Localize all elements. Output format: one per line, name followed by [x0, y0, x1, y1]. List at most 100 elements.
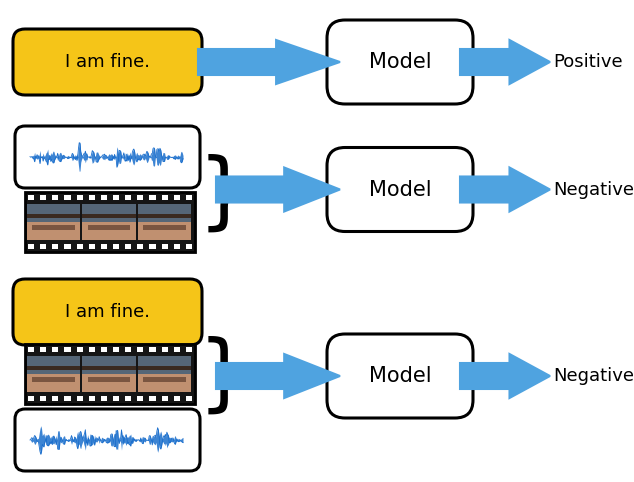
Bar	[89, 396, 95, 402]
Bar	[87, 376, 131, 382]
Bar	[113, 347, 119, 352]
Bar	[65, 195, 70, 200]
Bar	[89, 244, 95, 249]
Bar	[162, 347, 167, 352]
Text: Negative: Negative	[553, 180, 634, 199]
Polygon shape	[460, 40, 550, 84]
Bar	[125, 396, 131, 402]
Bar	[82, 366, 136, 370]
Bar	[150, 195, 155, 200]
Bar	[40, 244, 46, 249]
Bar	[53, 195, 58, 200]
Bar	[28, 396, 34, 402]
Bar	[40, 396, 46, 402]
Bar	[113, 244, 119, 249]
Bar	[25, 192, 195, 252]
Bar	[25, 344, 195, 404]
Bar	[138, 374, 191, 392]
Bar	[113, 195, 119, 200]
Bar	[32, 376, 75, 382]
Text: Model: Model	[369, 366, 431, 386]
Bar	[150, 347, 155, 352]
Bar	[125, 347, 131, 352]
Bar	[186, 396, 192, 402]
Bar	[138, 356, 191, 376]
Bar	[138, 347, 143, 352]
Bar	[65, 396, 70, 402]
FancyBboxPatch shape	[327, 147, 473, 231]
Bar	[65, 244, 70, 249]
Bar	[138, 366, 191, 370]
Bar	[138, 204, 191, 224]
Bar	[186, 244, 192, 249]
Text: }: }	[198, 153, 251, 235]
Bar	[27, 374, 81, 392]
Bar	[40, 347, 46, 352]
FancyBboxPatch shape	[15, 126, 200, 188]
Bar	[174, 195, 180, 200]
Bar	[162, 244, 167, 249]
FancyBboxPatch shape	[13, 29, 202, 95]
Text: Negative: Negative	[553, 367, 634, 385]
Polygon shape	[216, 354, 340, 398]
Bar	[53, 244, 58, 249]
Bar	[53, 396, 58, 402]
Bar	[101, 244, 107, 249]
FancyBboxPatch shape	[13, 279, 202, 345]
Bar	[82, 214, 136, 218]
Bar	[186, 195, 192, 200]
Text: Model: Model	[369, 52, 431, 72]
Text: }: }	[198, 335, 251, 416]
Bar	[138, 214, 191, 218]
Bar	[138, 195, 143, 200]
Bar	[40, 195, 46, 200]
Bar	[125, 195, 131, 200]
Bar	[101, 347, 107, 352]
Bar	[138, 222, 191, 240]
Polygon shape	[216, 168, 340, 212]
Bar	[28, 244, 34, 249]
Bar	[101, 396, 107, 402]
Bar	[143, 376, 186, 382]
FancyBboxPatch shape	[15, 409, 200, 471]
Bar	[174, 244, 180, 249]
Bar	[89, 195, 95, 200]
Bar	[82, 374, 136, 392]
Bar	[186, 347, 192, 352]
Bar	[77, 396, 82, 402]
Bar	[162, 195, 167, 200]
FancyBboxPatch shape	[327, 20, 473, 104]
Bar	[27, 356, 81, 376]
Text: Model: Model	[369, 179, 431, 200]
Bar	[101, 195, 107, 200]
Text: Positive: Positive	[553, 53, 623, 71]
Polygon shape	[460, 354, 550, 398]
Bar	[28, 195, 34, 200]
Bar	[82, 356, 136, 376]
Bar	[27, 204, 81, 224]
Bar	[77, 195, 82, 200]
Bar	[28, 347, 34, 352]
Text: I am fine.: I am fine.	[65, 53, 150, 71]
Bar	[150, 244, 155, 249]
Bar	[162, 396, 167, 402]
Bar	[65, 347, 70, 352]
FancyBboxPatch shape	[327, 334, 473, 418]
Bar	[82, 222, 136, 240]
Bar	[82, 204, 136, 224]
Polygon shape	[460, 168, 550, 212]
Bar	[53, 347, 58, 352]
Bar	[27, 366, 81, 370]
Bar	[150, 396, 155, 402]
Bar	[32, 225, 75, 230]
Bar	[138, 244, 143, 249]
Polygon shape	[198, 40, 340, 84]
Bar	[27, 222, 81, 240]
Bar	[143, 225, 186, 230]
Bar	[87, 225, 131, 230]
Bar	[113, 396, 119, 402]
Bar	[174, 396, 180, 402]
Bar	[89, 347, 95, 352]
Bar	[77, 347, 82, 352]
Text: I am fine.: I am fine.	[65, 303, 150, 321]
